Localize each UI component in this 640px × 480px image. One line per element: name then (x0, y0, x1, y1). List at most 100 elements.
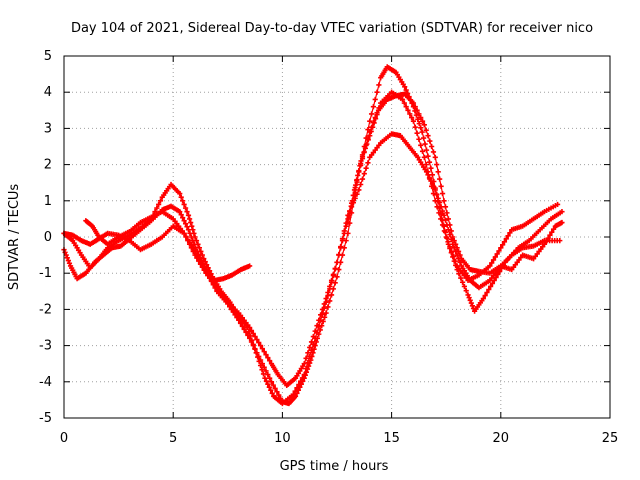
data-point-marker (419, 118, 426, 124)
data-point-marker (193, 245, 199, 251)
data-point-marker (152, 209, 158, 215)
data-point-marker (186, 216, 193, 222)
data-point-marker (429, 143, 435, 150)
data-point-marker (507, 230, 513, 236)
data-point-marker (314, 323, 320, 329)
data-point-marker (453, 241, 459, 247)
data-point-marker (266, 384, 272, 390)
data-point-marker (458, 275, 464, 281)
data-point-marker (421, 154, 427, 160)
data-point-marker (364, 141, 370, 147)
data-point-marker (345, 219, 351, 226)
data-point-marker (480, 295, 486, 302)
data-point-marker (410, 100, 417, 106)
data-point-marker (301, 361, 307, 367)
series-sat-e (345, 91, 565, 276)
data-point-marker (356, 168, 362, 174)
data-point-marker (367, 133, 373, 139)
data-point-marker (177, 209, 183, 215)
data-point-marker (435, 169, 441, 175)
data-point-marker (438, 204, 444, 210)
data-point-marker (349, 198, 355, 204)
data-point-marker (305, 359, 311, 366)
data-point-marker (265, 381, 271, 387)
data-point-marker (361, 171, 367, 177)
data-point-marker (439, 208, 446, 214)
data-point-marker (263, 378, 269, 384)
tick-labels: 0 5 10 15 20 25 -5 -4 -3 -2 -1 0 1 2 3 4 5 (39, 49, 618, 446)
x-tick-label: 25 (602, 431, 619, 446)
data-point-marker (547, 232, 553, 238)
data-point-marker (178, 212, 184, 218)
data-point-marker (414, 130, 420, 136)
data-point-marker (457, 259, 463, 265)
data-point-marker (355, 172, 361, 179)
data-point-marker (489, 280, 496, 287)
data-point-marker (157, 198, 164, 204)
data-point-marker (429, 172, 435, 178)
x-tick-label: 10 (274, 431, 291, 446)
data-point-marker (196, 258, 202, 264)
plot-frame (63, 55, 611, 419)
data-point-marker (437, 176, 443, 182)
data-point-marker (437, 200, 443, 206)
data-point-marker (368, 111, 375, 117)
data-point-marker (361, 149, 367, 156)
data-point-marker (416, 136, 422, 142)
data-point-marker (185, 212, 192, 218)
data-point-marker (64, 255, 70, 261)
data-point-marker (250, 330, 256, 337)
data-point-marker (425, 133, 431, 139)
data-point-marker (257, 362, 264, 369)
data-point-marker (448, 228, 454, 234)
data-point-marker (432, 198, 438, 204)
data-point-marker (356, 187, 362, 193)
y-tick-label: -3 (39, 339, 52, 354)
data-point-marker (322, 314, 328, 320)
data-point-marker (500, 242, 506, 248)
data-point-marker (445, 239, 451, 245)
data-point-marker (363, 165, 369, 171)
data-point-marker (486, 286, 492, 293)
y-tick-label: 2 (44, 158, 52, 173)
data-point-marker (503, 236, 509, 242)
data-point-marker (186, 241, 193, 247)
data-point-marker (191, 241, 197, 247)
data-point-marker (359, 154, 366, 160)
data-point-marker (432, 187, 438, 193)
data-point-marker (177, 190, 183, 197)
data-point-marker (303, 355, 309, 361)
data-point-marker (269, 390, 275, 396)
data-point-marker (339, 236, 346, 242)
data-point-marker (438, 183, 444, 189)
data-point-marker (401, 100, 407, 106)
data-point-marker (405, 107, 411, 113)
x-tick-label: 20 (493, 431, 510, 446)
data-point-marker (436, 210, 442, 216)
y-tick-label: -2 (39, 302, 52, 317)
data-point-marker (434, 191, 440, 197)
data-point-marker (308, 339, 315, 345)
data-point-marker (431, 184, 437, 190)
data-point-marker (188, 234, 194, 240)
data-point-marker (423, 169, 430, 175)
data-point-marker (249, 337, 255, 343)
data-point-marker (447, 222, 453, 228)
data-point-marker (496, 248, 502, 254)
data-point-marker (190, 227, 196, 233)
data-point-marker (247, 333, 253, 339)
y-tick-label: -5 (39, 411, 52, 426)
y-tick-label: 5 (44, 49, 52, 64)
data-point-marker (181, 230, 187, 236)
data-point-marker (455, 248, 462, 255)
data-point-marker (450, 253, 457, 259)
x-tick-label: 15 (383, 431, 400, 446)
data-point-marker (365, 160, 371, 166)
data-point-marker (422, 141, 428, 147)
data-point-marker (268, 379, 275, 385)
data-point-marker (156, 201, 162, 208)
data-point-marker (469, 303, 476, 309)
data-point-marker (263, 352, 269, 358)
data-point-marker (429, 181, 435, 187)
data-point-marker (192, 252, 198, 258)
